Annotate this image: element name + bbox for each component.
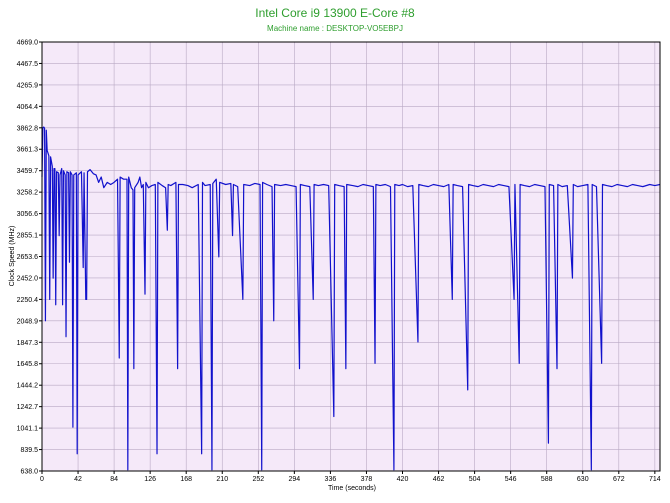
x-tick-label: 588 — [541, 476, 553, 483]
y-tick-label: 4265.9 — [17, 82, 39, 89]
y-tick-label: 2048.9 — [17, 318, 39, 325]
y-tick-label: 2452.0 — [17, 275, 39, 282]
x-tick-label: 546 — [505, 476, 517, 483]
x-tick-label: 462 — [433, 476, 445, 483]
y-tick-label: 3862.8 — [17, 125, 39, 132]
x-tick-label: 378 — [361, 476, 373, 483]
y-tick-label: 4064.4 — [17, 104, 39, 111]
x-axis-label: Time (seconds) — [328, 485, 376, 492]
y-tick-label: 3661.3 — [17, 147, 39, 154]
y-tick-label: 638.0 — [20, 469, 38, 476]
y-axis: 638.0 839.5 1041.1 1242.7 1444.2 1645.8 1847.3… — [17, 40, 42, 476]
x-tick-label: 0 — [40, 476, 44, 483]
x-tick-label: 168 — [180, 476, 192, 483]
y-tick-label: 4669.0 — [17, 40, 39, 47]
x-tick-label: 714 — [649, 476, 661, 483]
x-tick-label: 420 — [397, 476, 409, 483]
series-group — [41, 126, 661, 471]
y-tick-label: 2653.6 — [17, 254, 39, 261]
chart-title: Intel Core i9 13900 E-Core #8 — [255, 6, 415, 20]
x-tick-label: 672 — [613, 476, 625, 483]
x-tick-label: 42 — [74, 476, 82, 483]
y-tick-label: 1847.3 — [17, 340, 39, 347]
x-tick-label: 504 — [469, 476, 481, 483]
x-tick-label: 294 — [289, 476, 301, 483]
x-tick-label: 336 — [325, 476, 337, 483]
y-tick-label: 3056.6 — [17, 211, 39, 218]
y-tick-label: 1444.2 — [17, 383, 39, 390]
y-tick-label: 1645.8 — [17, 361, 39, 368]
chart-subtitle: Machine name : DESKTOP-VO5EBPJ — [267, 24, 403, 33]
series-line — [41, 126, 661, 471]
y-tick-label: 3258.2 — [17, 190, 39, 197]
y-tick-label: 4467.5 — [17, 61, 39, 68]
y-tick-label: 2855.1 — [17, 233, 39, 240]
x-tick-label: 126 — [144, 476, 156, 483]
x-tick-label: 630 — [577, 476, 589, 483]
y-axis-label: Clock Speed (MHz) — [9, 226, 16, 287]
y-tick-label: 1041.1 — [17, 426, 39, 433]
y-tick-label: 2250.4 — [17, 297, 39, 304]
y-tick-label: 3459.7 — [17, 168, 39, 175]
x-axis: 0 42 84 126 168 210 252 294 336 378 420 462 504 546 58… — [40, 471, 661, 483]
y-tick-label: 839.5 — [20, 447, 38, 454]
y-tick-label: 1242.7 — [17, 404, 39, 411]
x-tick-label: 252 — [252, 476, 264, 483]
x-tick-label: 84 — [110, 476, 118, 483]
x-tick-label: 210 — [216, 476, 228, 483]
